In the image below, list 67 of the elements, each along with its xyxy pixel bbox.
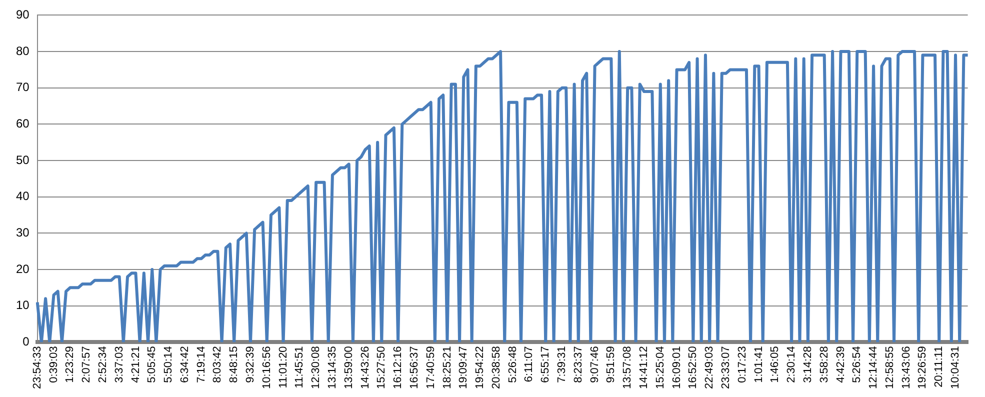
x-tick-label: 19:54:22: [474, 346, 486, 390]
x-tick-label: 13:43:06: [900, 346, 912, 390]
x-tick-label: 16:09:01: [670, 346, 683, 390]
x-tick-label: 12:14:44: [868, 346, 880, 390]
x-tick-label: 16:52:50: [687, 346, 700, 390]
y-tick-label: 80: [16, 44, 30, 58]
x-tick-label: 11:45:51: [294, 346, 306, 388]
x-tick-label: 17:40:59: [424, 346, 437, 390]
x-tick-label: 2:07:57: [80, 346, 93, 383]
x-tick-label: 20:38:58: [490, 346, 502, 390]
x-tick-label: 5:50:14: [162, 346, 175, 383]
x-tick-label: 13:14:35: [326, 346, 338, 390]
x-tick-label: 9:07:46: [588, 346, 601, 383]
x-tick-label: 14:41:12: [638, 346, 650, 390]
x-tick-label: 9:51:59: [605, 346, 618, 383]
x-tick-label: 19:26:59: [916, 346, 929, 390]
x-tick-label: 7:39:31: [556, 346, 568, 383]
x-tick-label: 1:01:41: [752, 346, 765, 383]
x-tick-label: 12:30:08: [310, 346, 322, 390]
x-tick-label: 16:56:37: [408, 346, 420, 390]
x-tick-label: 22:49:03: [704, 346, 716, 390]
x-tick-label: 4:21:21: [130, 346, 142, 383]
x-tick-label: 20:11:11: [933, 346, 946, 388]
y-tick-label: 70: [16, 80, 30, 94]
y-tick-label: 20: [16, 262, 30, 276]
x-tick-label: 15:27:50: [376, 346, 388, 390]
x-tick-label: 6:11:07: [523, 346, 536, 382]
x-tick-label: 0:17:23: [736, 346, 748, 383]
x-tick-label: 1:46:05: [769, 346, 782, 383]
x-tick-label: 6:34:42: [178, 346, 191, 383]
x-tick-label: 3:37:03: [113, 346, 126, 383]
x-tick-label: 4:42:39: [834, 346, 847, 383]
x-tick-label: 5:26:54: [851, 346, 864, 383]
x-tick-label: 13:57:08: [622, 346, 634, 390]
x-tick-label: 5:26:48: [506, 346, 519, 383]
x-tick-label: 23:54:33: [31, 346, 44, 390]
x-tick-label: 11:01:20: [277, 346, 290, 388]
x-tick-label: 7:19:14: [195, 346, 208, 383]
x-tick-label: 15:25:04: [654, 346, 666, 390]
x-tick-label: 8:03:42: [212, 346, 224, 383]
x-tick-label: 8:48:15: [228, 346, 240, 383]
y-tick-label: 50: [16, 152, 30, 167]
x-tick-label: 16:12:16: [392, 346, 404, 390]
x-tick-label: 18:25:21: [441, 346, 454, 390]
x-tick-label: 3:58:28: [818, 346, 830, 383]
x-tick-label: 9:32:39: [244, 346, 257, 383]
x-tick-label: 10:16:56: [260, 346, 273, 390]
x-tick-label: 2:30:14: [786, 346, 798, 383]
x-tick-label: 13:59:00: [342, 346, 355, 390]
y-tick-label: 40: [16, 189, 30, 204]
y-tick-label: 10: [16, 298, 30, 312]
x-tick-label: 2:52:34: [96, 346, 109, 383]
y-tick-label: 0: [22, 334, 30, 348]
x-tick-label: 0:39:03: [48, 346, 60, 383]
x-tick-label: 23:33:07: [720, 346, 732, 390]
x-tick-label: 3:14:28: [802, 346, 814, 383]
y-tick-label: 90: [16, 8, 30, 22]
x-tick-label: 10:04:31: [950, 346, 962, 390]
y-tick-label: 30: [16, 226, 30, 240]
x-tick-label: 12:58:55: [884, 346, 896, 390]
x-tick-label: 19:09:47: [458, 346, 470, 390]
x-tick-label: 1:23:29: [64, 346, 76, 383]
x-tick-label: 14:43:26: [359, 346, 372, 390]
x-tick-label: 8:23:37: [572, 346, 584, 383]
x-tick-label: 6:55:17: [540, 346, 552, 383]
x-tick-label: 5:05:45: [146, 346, 158, 383]
y-tick-label: 60: [16, 116, 30, 131]
